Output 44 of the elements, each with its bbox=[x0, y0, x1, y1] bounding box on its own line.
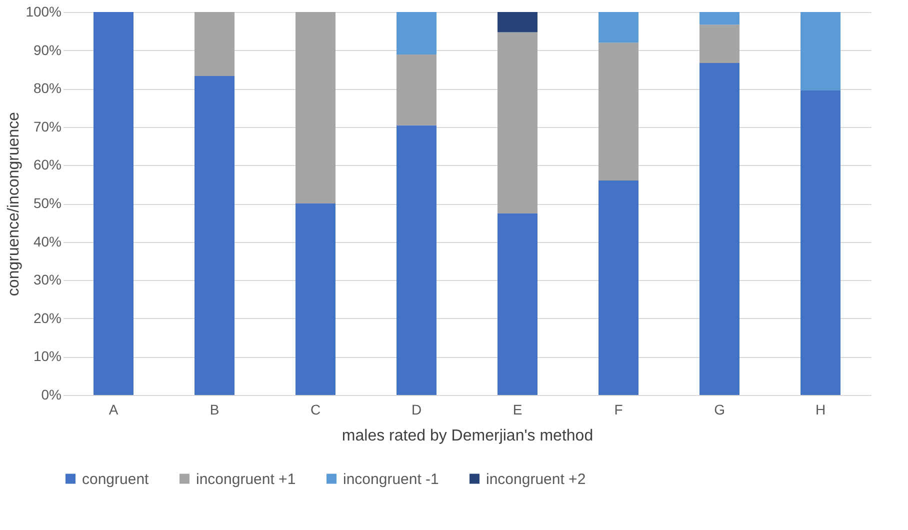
y-tick-label: 70% bbox=[33, 118, 62, 134]
y-tick-label: 10% bbox=[33, 348, 62, 364]
y-tick-label: 60% bbox=[33, 156, 62, 173]
y-tick-label: 50% bbox=[33, 195, 62, 211]
bar bbox=[498, 213, 538, 395]
bar bbox=[800, 12, 840, 91]
bar bbox=[396, 12, 436, 55]
x-tick-label: H bbox=[815, 402, 826, 418]
x-tick-label: B bbox=[210, 402, 220, 418]
x-tick-label: A bbox=[108, 402, 119, 418]
y-tick-label: 100% bbox=[26, 4, 62, 20]
legend-label: incongruent +1 bbox=[196, 470, 296, 488]
y-tick-label: 30% bbox=[33, 272, 62, 288]
y-tick-label: 80% bbox=[33, 80, 62, 96]
legend-label: incongruent -1 bbox=[343, 470, 439, 488]
y-tick-label: 90% bbox=[33, 42, 62, 58]
x-tick-label: G bbox=[714, 402, 725, 418]
bar bbox=[700, 24, 740, 63]
bar bbox=[598, 42, 638, 181]
bar bbox=[800, 90, 840, 395]
bar bbox=[498, 12, 538, 32]
bar bbox=[296, 12, 336, 204]
y-tick-label: 0% bbox=[41, 386, 62, 402]
x-tick-label: E bbox=[512, 402, 522, 418]
bar bbox=[598, 180, 638, 395]
bar bbox=[700, 62, 740, 395]
bar bbox=[296, 204, 336, 395]
legend-label: incongruent +2 bbox=[486, 470, 586, 488]
legend-label: congruent bbox=[82, 470, 150, 488]
y-tick-label: 20% bbox=[33, 310, 62, 326]
bar bbox=[396, 125, 436, 395]
y-axis-title: congruence/incongruence bbox=[6, 112, 23, 296]
x-tick-label: D bbox=[411, 402, 422, 418]
bar bbox=[396, 54, 436, 126]
bar bbox=[598, 12, 638, 43]
bar bbox=[94, 12, 134, 395]
bar bbox=[498, 32, 538, 214]
x-tick-label: F bbox=[614, 402, 623, 418]
bar bbox=[194, 76, 234, 395]
x-tick-label: C bbox=[310, 402, 321, 418]
bar bbox=[700, 12, 740, 25]
bar bbox=[194, 12, 234, 76]
x-axis-title: males rated by Demerjian's method bbox=[342, 428, 594, 444]
y-tick-label: 40% bbox=[33, 233, 62, 250]
